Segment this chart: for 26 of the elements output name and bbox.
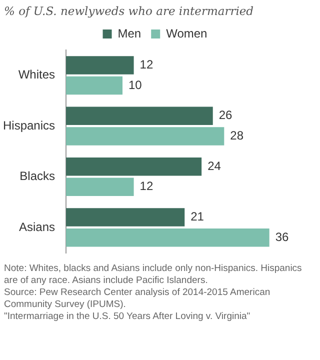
bar [66, 208, 185, 226]
data-label: 24 [208, 158, 222, 173]
y-tick-label: Blacks [20, 169, 56, 184]
legend-label: Women [166, 26, 208, 40]
data-label: 12 [140, 179, 154, 194]
text: "Intermarriage in the U.S. 50 Years After Loving v. Virginia" [4, 311, 252, 323]
data-label: 28 [230, 128, 244, 143]
y-tick-label: Hispanics [2, 118, 56, 132]
chart-title: % of U.S. newlyweds who are intermarried [3, 3, 255, 18]
data-label: 12 [140, 58, 154, 72]
bar [66, 56, 134, 74]
data-label: 36 [275, 230, 290, 244]
bar [66, 178, 134, 196]
bar [66, 157, 202, 176]
bar [66, 106, 213, 126]
data-label: 26 [218, 108, 233, 122]
y-tick-label: Whites [18, 68, 56, 82]
text: Note: Whites, blacks and Asians include only non-Hispanics. Hispanics are of any race. Asians include Pacific Islanders. [4, 263, 303, 287]
y-tick-label: Asians [18, 220, 56, 234]
bar [66, 76, 122, 95]
data-label: 21 [190, 210, 204, 224]
bar [66, 228, 270, 247]
bar [66, 127, 224, 146]
source-note: Source: Pew Research Center analysis of 2014-2015 American Community Survey (IPUMS). [4, 287, 272, 311]
data-label: 10 [128, 78, 142, 92]
legend-label: Men [118, 26, 142, 40]
